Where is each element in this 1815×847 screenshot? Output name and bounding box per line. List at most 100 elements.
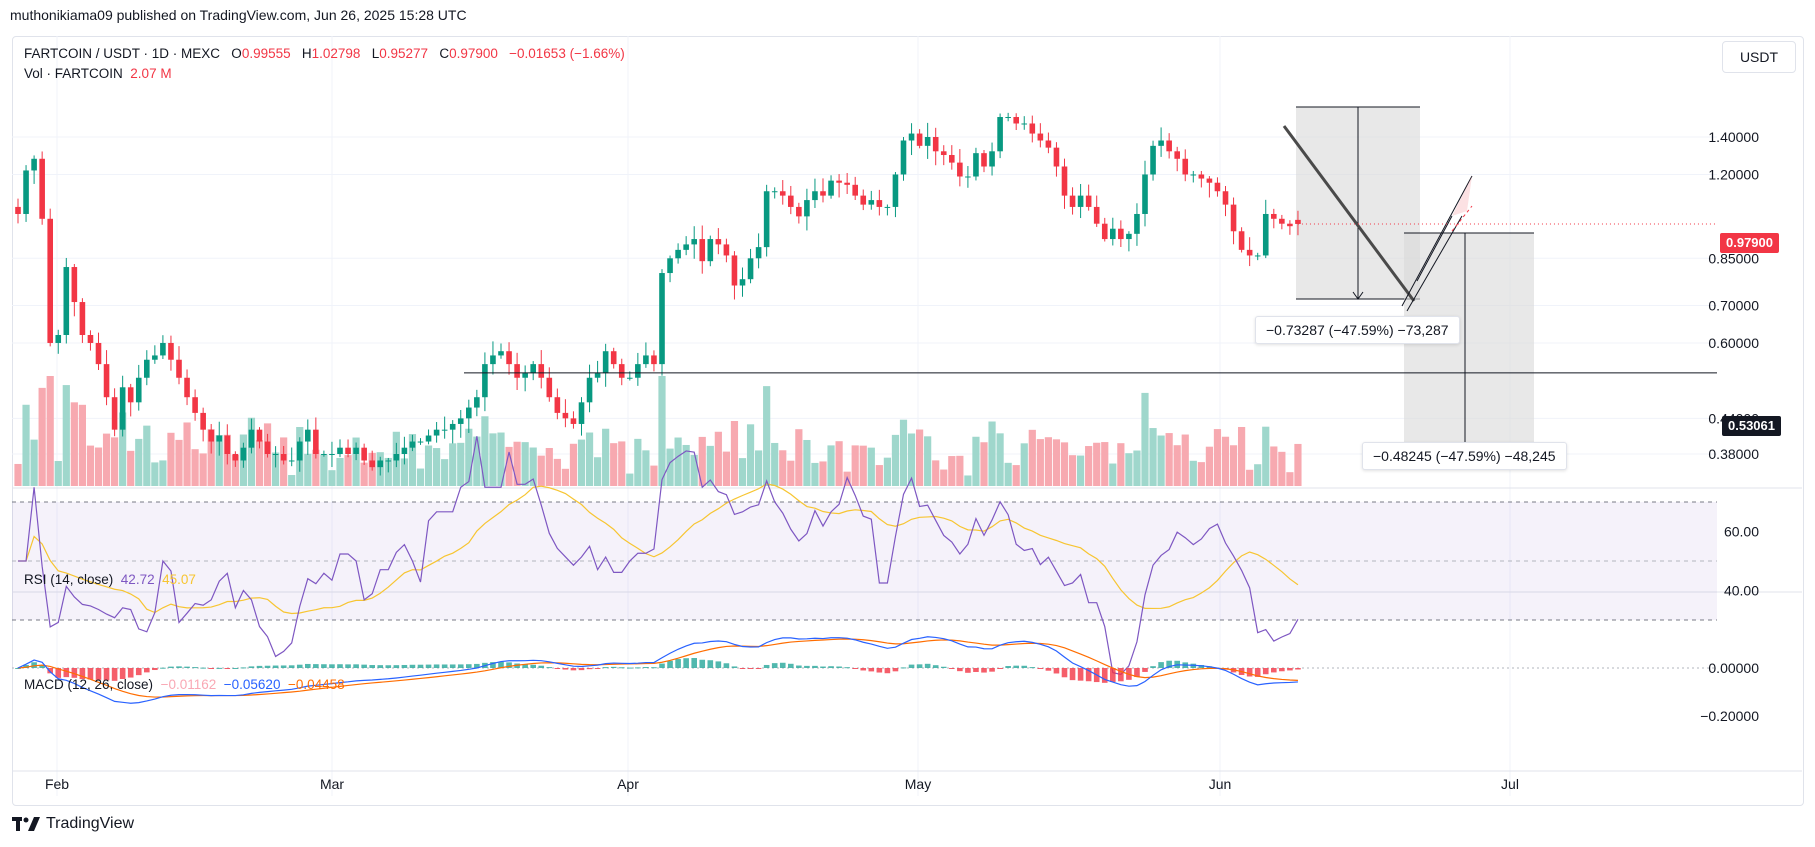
volume-bar [835,441,843,486]
candle-body [296,441,303,461]
volume-bar [561,468,569,486]
macd-histogram-bar [538,665,545,668]
macd-histogram-bar [570,668,577,671]
macd-histogram-bar [457,664,464,668]
volume-bar [553,458,561,486]
macd-histogram-bar [425,664,432,668]
macd-histogram-bar [876,668,883,673]
volume-bar [30,439,38,486]
volume-bar [312,449,320,486]
candle-body [860,195,867,205]
tradingview-icon [12,817,40,831]
volume-bar [441,459,449,486]
candle-body [562,412,569,419]
projection-line [1451,205,1473,232]
candle-body [554,397,561,413]
candle-body [1230,204,1237,232]
macd-histogram-bar [216,667,223,669]
candle-body [1182,158,1189,175]
candle-body [1198,174,1205,179]
volume-bar [964,475,972,486]
macd-histogram-bar [79,668,86,680]
macd-histogram-bar [546,667,553,669]
macd-histogram-bar [160,667,166,669]
volume-bar [610,443,618,486]
candle-body [1262,213,1269,256]
candle-body [232,454,239,461]
candle-body [337,447,343,454]
macd-histogram-bar [1029,667,1036,669]
candle-body [466,407,472,419]
volume-bar [111,437,119,486]
macd-histogram-bar [433,664,440,668]
volume-bar [666,448,674,486]
measure-label-1[interactable]: −0.73287 (−47.59%) −73,287 [1255,316,1460,344]
macd-histogram-bar [1295,668,1301,670]
macd-histogram-bar [1069,668,1076,681]
volume-bar [328,470,336,486]
macd-histogram-bar [1150,666,1156,668]
candle-body [989,151,995,167]
candle-body [610,351,617,365]
volume-bar [94,447,103,486]
candle-body [635,364,641,378]
candle-body [313,429,319,454]
time-axis-label: May [905,776,931,792]
candle-body [538,364,545,378]
macd-histogram-bar [498,661,504,668]
measure-zone-2 [1404,233,1534,459]
candle-body [329,454,335,455]
candle-body [482,364,488,398]
price-chart[interactable]: 60.00 40.00 0.00000 −0.20000 1.40000 1.2000… [12,36,1802,804]
macd-histogram-bar [844,667,850,669]
volume-bar [119,412,127,486]
candle-body [723,244,730,256]
volume-bar [199,453,207,486]
candle-body [321,454,327,455]
volume-bar [537,455,545,486]
volume-bar [86,445,95,486]
volume-bar [577,439,586,486]
macd-histogram-bar [256,665,263,668]
volume-bar [497,432,505,486]
candle-body [55,334,62,343]
volume-bar [924,436,932,486]
macd-histogram-bar [1005,666,1011,668]
candle-body [1206,178,1213,183]
volume-bar [650,465,658,486]
measure-arrow-head-1 [1352,291,1364,300]
candle-body [997,117,1003,152]
volume-bar [1229,445,1238,486]
macd-histogram-bar [361,664,367,668]
candle-body [755,247,762,259]
volume-bar [22,404,30,486]
macd-histogram-bar [232,667,239,669]
candle-body [570,418,577,424]
macd-histogram-bar [144,668,150,673]
candle-body [47,218,53,343]
volume-bar [1141,392,1149,486]
macd-histogram-bar [401,664,408,668]
tradingview-logo[interactable]: TradingView [12,815,134,833]
macd-histogram-bar [707,660,714,668]
candle-body [409,441,416,448]
macd-histogram-bar [916,664,923,668]
volume-bar [746,424,755,486]
candle-body [377,460,384,468]
volume-bar [191,449,199,486]
measure-label-2[interactable]: −0.48245 (−47.59%) −48,245 [1362,442,1567,470]
volume-bar [706,445,714,486]
macd-histogram-bar [168,666,174,668]
volume-bar [408,434,417,486]
candle-body [305,429,311,442]
macd-histogram-bar [490,662,496,668]
quote-currency-button[interactable]: USDT [1722,41,1796,73]
volume-bar [255,440,264,486]
macd-histogram-bar [530,664,536,668]
volume-bar [682,444,690,486]
candle-body [498,351,504,356]
candle-body [87,334,94,343]
macd-legend: MACD (12, 26, close) −0.01162 −0.05620 −… [24,677,345,692]
candle-body [15,206,21,214]
candle-body [1029,123,1036,134]
